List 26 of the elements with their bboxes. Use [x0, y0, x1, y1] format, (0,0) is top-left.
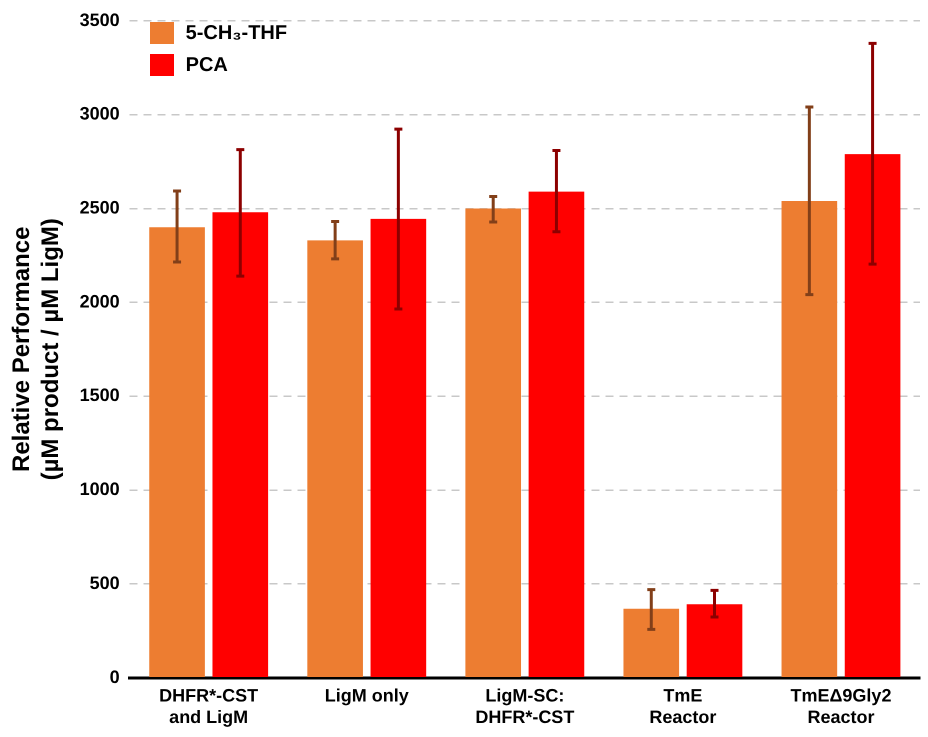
y-tick-label: 2000: [80, 291, 120, 312]
y-axis-title: Relative Performance (µM product / µM LigM): [8, 218, 64, 480]
bar: [782, 201, 838, 678]
y-tick-label: 1000: [80, 479, 120, 500]
bar: [528, 192, 584, 678]
bar: [623, 608, 680, 678]
bar: [465, 208, 522, 678]
bar: [212, 212, 268, 678]
x-tick-label: DHFR*-CST and LigM: [159, 686, 258, 728]
legend-label: PCA: [186, 52, 228, 78]
x-tick-label: LigM-SC: DHFR*-CST: [475, 686, 574, 728]
y-tick-label: 3000: [80, 104, 120, 124]
x-tick-label: TmE Reactor: [649, 686, 716, 728]
x-tick-label: TmEΔ9Gly2 Reactor: [790, 686, 892, 728]
y-tick-label: 2500: [80, 197, 120, 218]
legend-label: 5-CH₃-THF: [186, 20, 288, 46]
y-tick-label: 500: [90, 572, 120, 593]
y-tick-label: 0: [110, 666, 120, 687]
x-tick-label: LigM only: [324, 686, 409, 706]
bar: [844, 154, 900, 678]
y-tick-label: 3500: [80, 10, 120, 30]
bar: [370, 218, 426, 678]
bar: [686, 604, 742, 678]
y-tick-label: 1500: [80, 385, 120, 406]
bar: [149, 227, 205, 678]
bar: [307, 240, 363, 678]
